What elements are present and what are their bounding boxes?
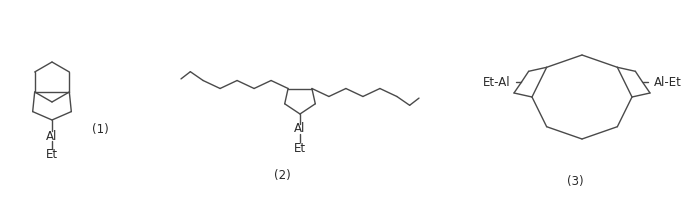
Text: (3): (3) — [567, 176, 583, 189]
Text: Al: Al — [294, 123, 305, 136]
Text: Et: Et — [46, 149, 58, 162]
Text: Et-Al: Et-Al — [482, 76, 510, 89]
Text: Et: Et — [294, 141, 306, 154]
Text: (1): (1) — [92, 123, 108, 136]
Text: Al-Et: Al-Et — [654, 76, 682, 89]
Text: Al: Al — [46, 129, 58, 142]
Text: (2): (2) — [273, 168, 290, 181]
